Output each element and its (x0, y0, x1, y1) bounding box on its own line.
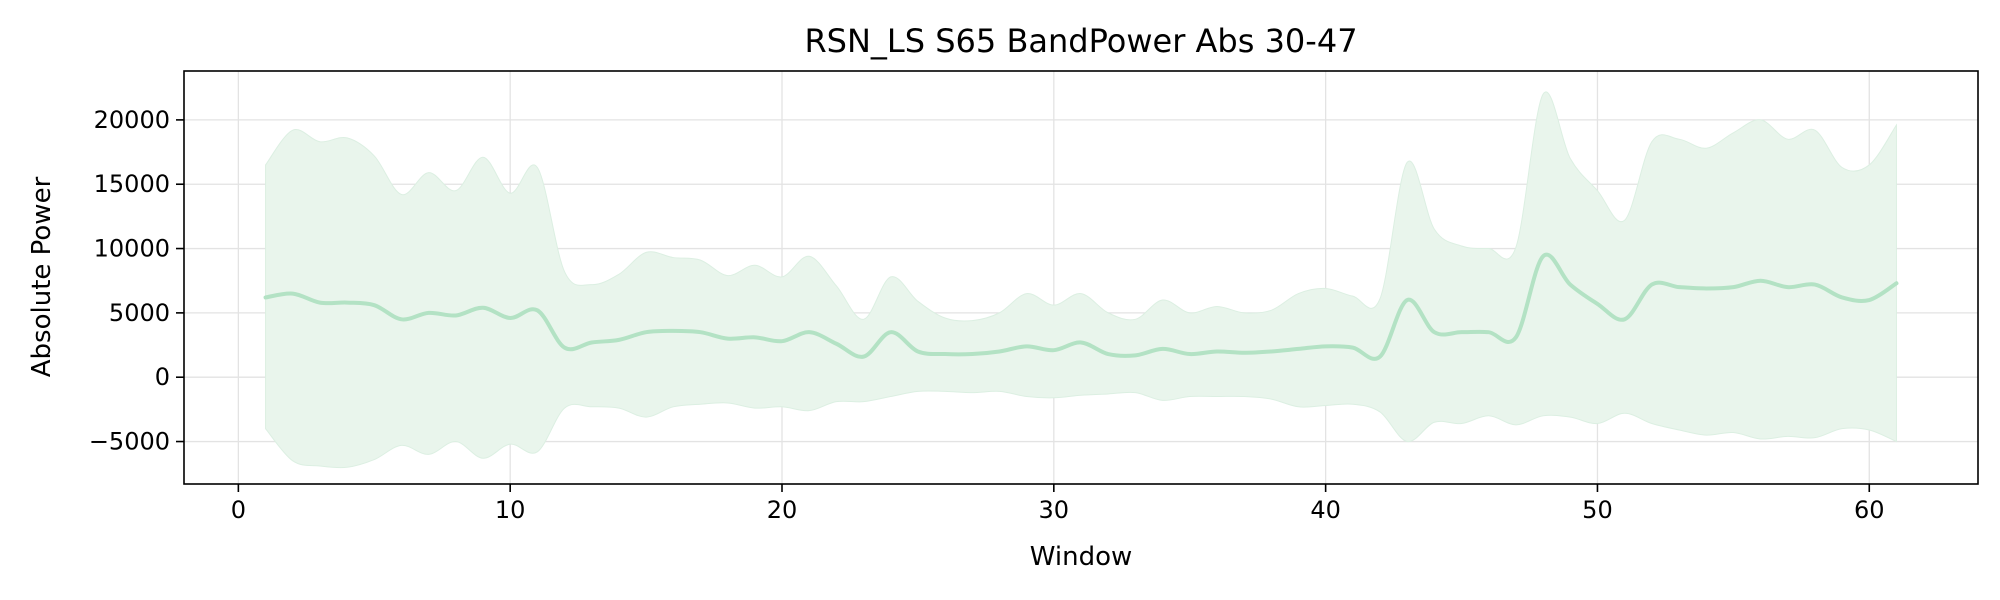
y-tick-label: 20000 (94, 106, 170, 134)
x-tick-label: 20 (767, 496, 798, 524)
x-axis-label: Window (1030, 542, 1133, 572)
y-tick-label: −5000 (89, 428, 170, 456)
y-tick-label: 10000 (94, 235, 170, 263)
x-tick-label: 30 (1039, 496, 1070, 524)
x-tick-label: 0 (231, 496, 246, 524)
x-tick-label: 50 (1582, 496, 1613, 524)
x-axis: 0 10 20 30 40 50 60 (231, 484, 1885, 524)
mean-line (263, 252, 1899, 361)
x-tick-label: 10 (495, 496, 526, 524)
x-tick-label: 40 (1310, 496, 1341, 524)
chart-title: RSN_LS S65 BandPower Abs 30-47 (804, 22, 1357, 60)
std-band (265, 91, 1897, 469)
y-tick-label: 0 (155, 363, 170, 391)
y-axis-label: Absolute Power (27, 176, 57, 377)
y-axis: −5000 0 5000 10000 15000 20000 (89, 106, 184, 456)
plot-frame (183, 70, 1979, 485)
x-tick-label: 60 (1854, 496, 1885, 524)
y-tick-label: 15000 (94, 170, 170, 198)
y-tick-label: 5000 (109, 299, 170, 327)
